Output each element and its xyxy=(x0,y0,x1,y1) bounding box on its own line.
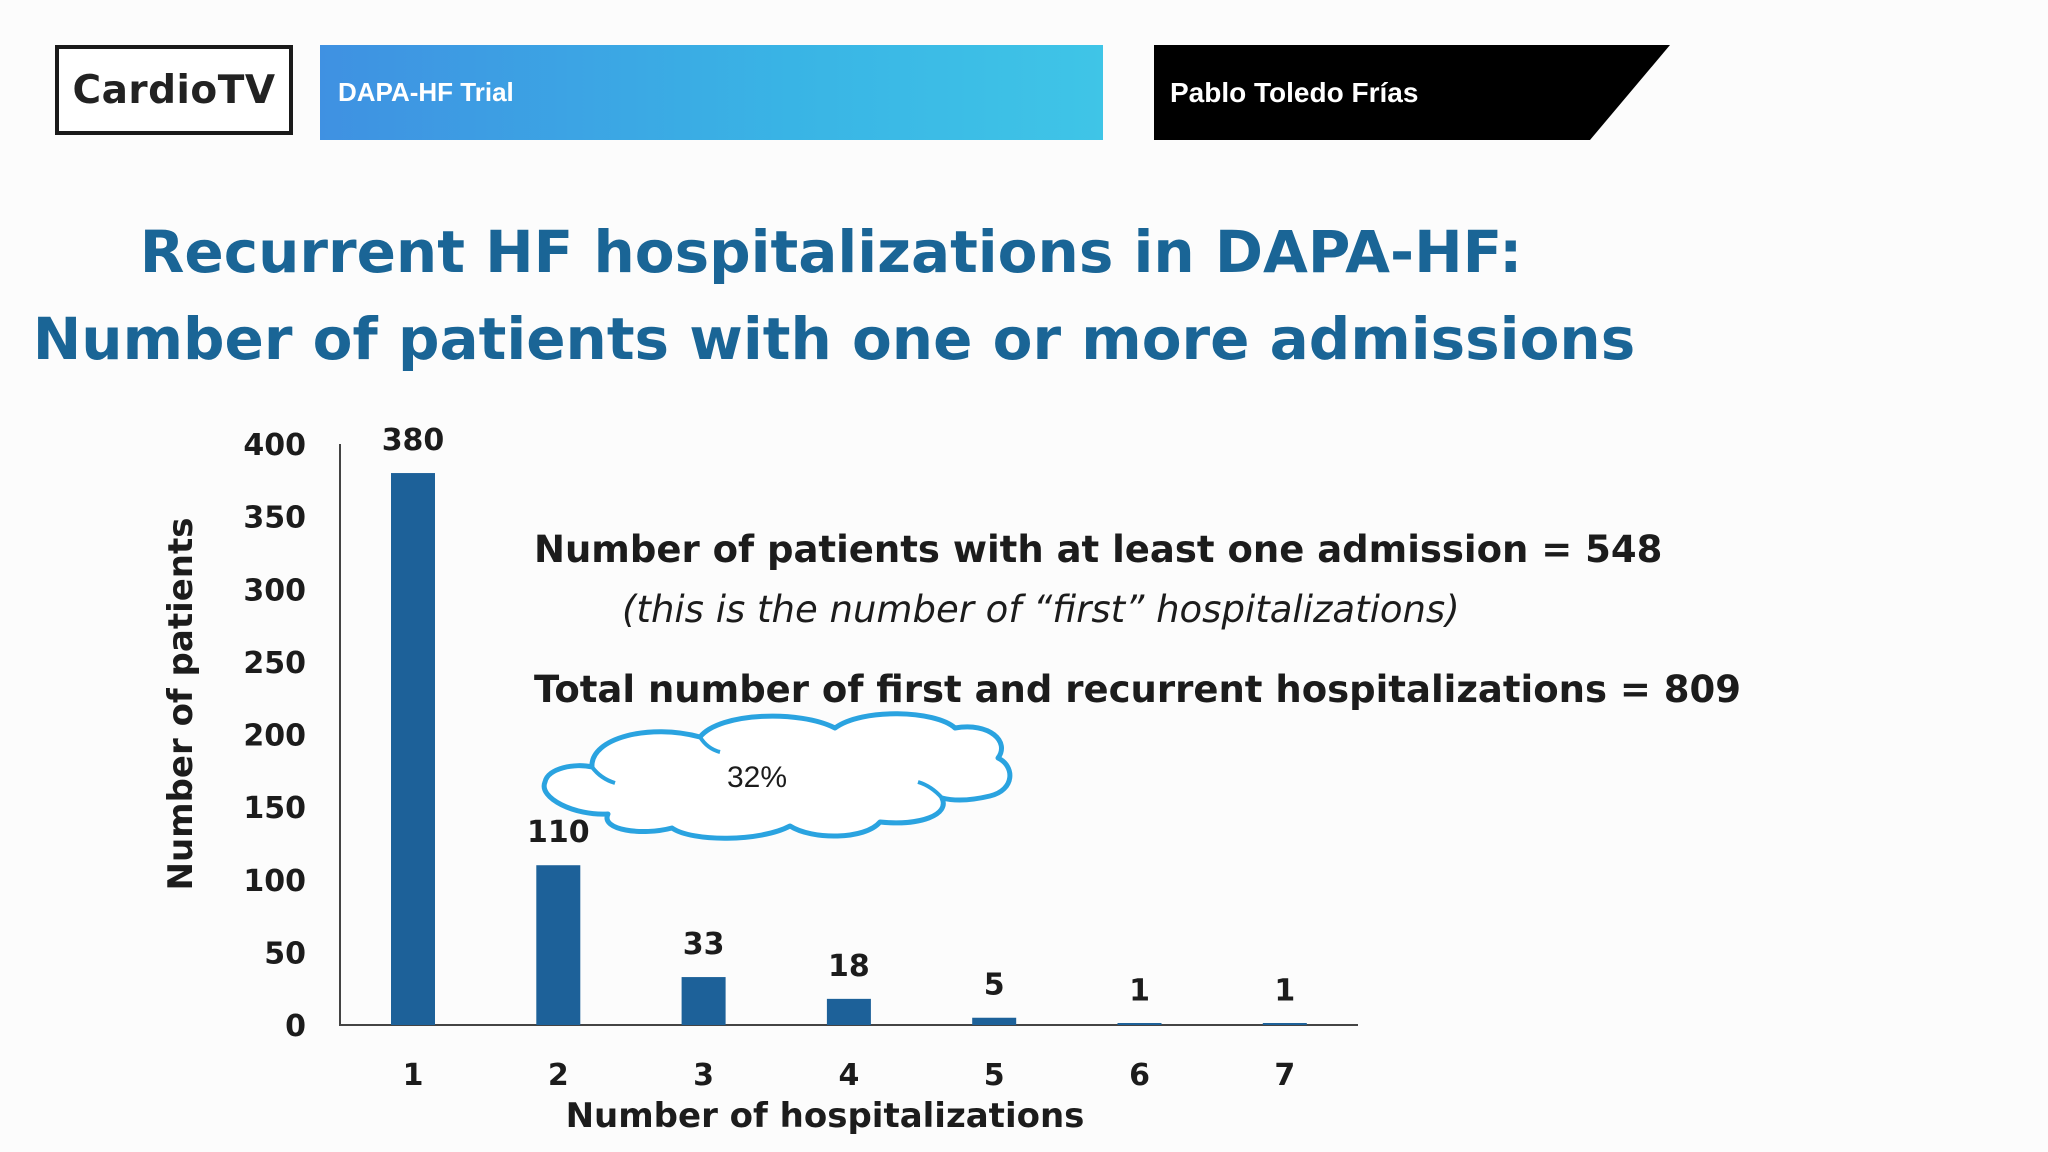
y-tick-label: 150 xyxy=(243,791,306,826)
trial-label: DAPA-HF Trial xyxy=(338,77,514,107)
data-label: 33 xyxy=(683,927,725,962)
speaker-name: Pablo Toledo Frías xyxy=(1170,76,1419,108)
x-axis-title: Number of hospitalizations xyxy=(566,1096,1085,1136)
y-tick-label: 350 xyxy=(243,501,306,536)
y-tick-label: 400 xyxy=(243,428,306,463)
speaker-banner xyxy=(1154,45,1670,140)
cloud-percent-text: 32% xyxy=(727,761,787,794)
chart-bars xyxy=(391,473,1307,1025)
data-label: 380 xyxy=(382,423,445,458)
cardiotv-logo: CardioTV xyxy=(55,45,293,135)
bar xyxy=(1117,1023,1162,1025)
cloud-inner-arc xyxy=(698,735,721,754)
data-label: 5 xyxy=(984,968,1005,1003)
y-axis-title: Number of patients xyxy=(161,517,201,890)
bar xyxy=(1262,1023,1307,1025)
note-total-hospitalizations: Total number of first and recurrent hosp… xyxy=(534,668,1741,711)
data-label: 18 xyxy=(828,949,870,984)
bar xyxy=(536,865,581,1025)
cloud-shape xyxy=(541,711,1013,841)
trial-banner: DAPA-HF Trial xyxy=(320,45,1103,140)
x-tick-label: 6 xyxy=(1129,1058,1150,1093)
y-tick-label: 50 xyxy=(264,936,306,971)
logo-text: CardioTV xyxy=(72,67,276,113)
bar xyxy=(391,473,435,1025)
data-label: 110 xyxy=(527,815,590,850)
x-tick-label: 5 xyxy=(984,1058,1005,1093)
data-label: 1 xyxy=(1274,974,1295,1009)
x-tick-label: 3 xyxy=(693,1058,714,1093)
bar xyxy=(826,998,871,1025)
x-tick-label: 2 xyxy=(548,1058,569,1093)
y-tick-label: 200 xyxy=(243,719,306,754)
cloud-inner-arc xyxy=(917,780,944,800)
slide-title-line2: Number of patients with one or more admi… xyxy=(32,305,1636,373)
slide-title-line1: Recurrent HF hospitalizations in DAPA-HF… xyxy=(139,218,1523,286)
bar xyxy=(972,1017,1017,1025)
x-tick-label: 1 xyxy=(403,1058,424,1093)
x-tick-label: 7 xyxy=(1274,1058,1295,1093)
y-tick-label: 100 xyxy=(243,864,306,899)
x-tick-label: 4 xyxy=(838,1058,859,1093)
note-at-least-one: Number of patients with at least one adm… xyxy=(534,528,1663,571)
note-first-hospitalizations: (this is the number of “first” hospitali… xyxy=(622,588,1460,631)
y-tick-label: 0 xyxy=(285,1009,306,1044)
cloud-inner-arc xyxy=(590,765,616,785)
bar xyxy=(681,977,726,1025)
data-label: 1 xyxy=(1129,974,1150,1009)
y-tick-label: 300 xyxy=(243,573,306,608)
chart-labels: 0 50 100 150 200 250 300 350 400 Number of patien… xyxy=(161,423,1295,1136)
cloud-callout: 32% xyxy=(541,711,1013,841)
y-tick-label: 250 xyxy=(243,646,306,681)
